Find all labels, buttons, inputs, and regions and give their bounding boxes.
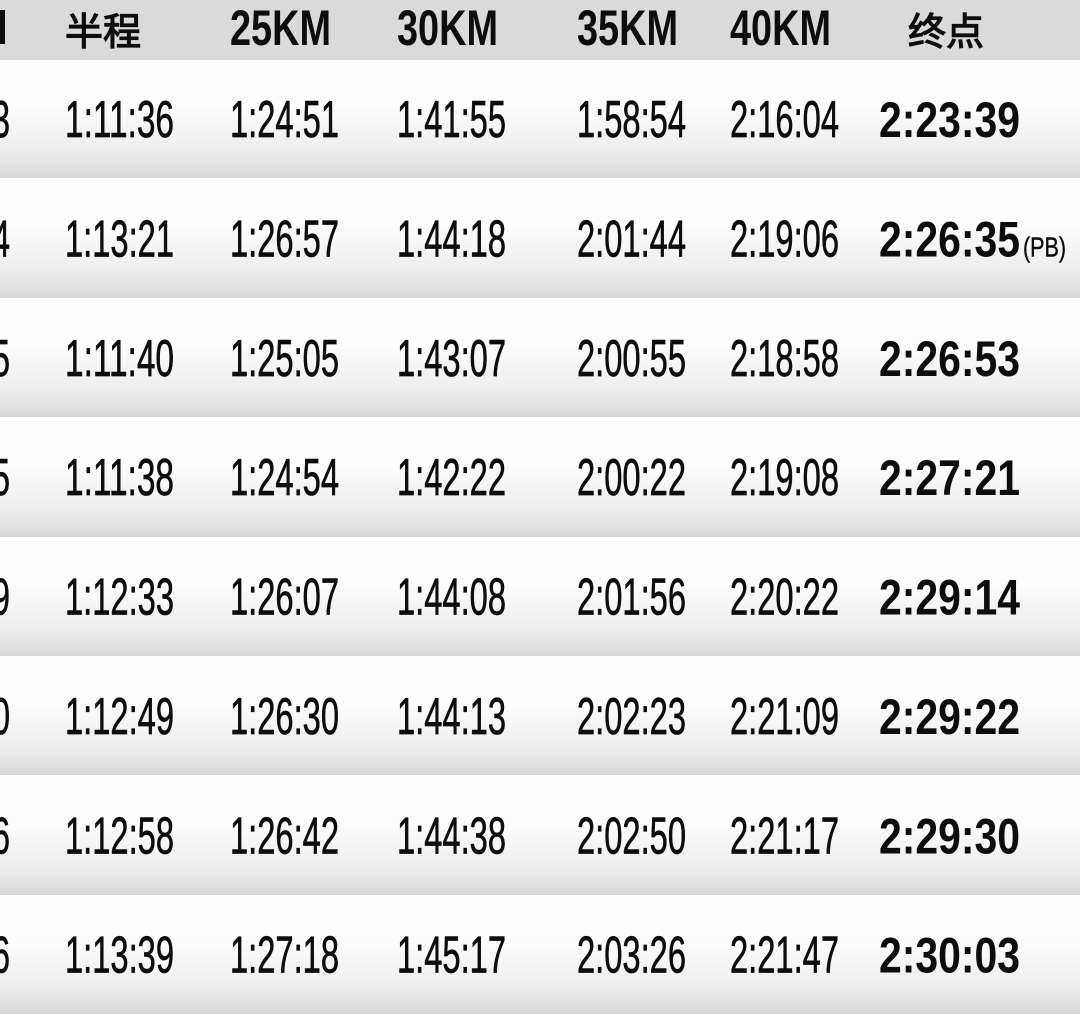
svg-text:终点: 终点	[908, 12, 984, 54]
svg-text:1:11:40: 1:11:40	[65, 330, 174, 388]
svg-text:2:27:21: 2:27:21	[879, 450, 1020, 506]
svg-text:1:11:36: 1:11:36	[65, 91, 174, 149]
svg-text:3: 3	[0, 91, 10, 149]
svg-text:2:18:58: 2:18:58	[730, 330, 839, 388]
svg-text:2:02:23: 2:02:23	[577, 688, 686, 746]
svg-text:1:44:18: 1:44:18	[397, 210, 506, 268]
svg-text:1:44:13: 1:44:13	[397, 688, 506, 746]
svg-text:2:19:08: 2:19:08	[730, 449, 839, 507]
svg-text:2:03:26: 2:03:26	[577, 927, 686, 985]
svg-text:4: 4	[0, 210, 10, 268]
svg-text:1:12:58: 1:12:58	[65, 807, 174, 865]
svg-text:2:00:22: 2:00:22	[577, 449, 686, 507]
svg-text:40KM: 40KM	[730, 0, 831, 56]
svg-text:2:29:14: 2:29:14	[879, 570, 1020, 626]
svg-text:2:26:53: 2:26:53	[879, 331, 1020, 387]
svg-text:2:20:22: 2:20:22	[730, 569, 839, 627]
svg-text:30KM: 30KM	[397, 0, 498, 56]
svg-text:25KM: 25KM	[230, 0, 331, 56]
svg-text:1:43:07: 1:43:07	[397, 330, 506, 388]
svg-text:1:44:38: 1:44:38	[397, 807, 506, 865]
svg-text:1:13:39: 1:13:39	[65, 927, 174, 985]
svg-text:2:00:55: 2:00:55	[577, 330, 686, 388]
svg-text:1:25:05: 1:25:05	[230, 330, 339, 388]
svg-text:1:45:17: 1:45:17	[397, 927, 506, 985]
svg-text:2:29:22: 2:29:22	[879, 689, 1020, 745]
svg-text:2:23:39: 2:23:39	[879, 92, 1020, 148]
svg-text:1:58:54: 1:58:54	[577, 91, 686, 149]
svg-text:1:27:18: 1:27:18	[230, 927, 339, 985]
svg-text:2:16:04: 2:16:04	[730, 91, 839, 149]
svg-text:2:29:30: 2:29:30	[879, 808, 1020, 864]
svg-text:2:21:09: 2:21:09	[730, 688, 839, 746]
svg-text:2:21:47: 2:21:47	[730, 927, 839, 985]
svg-text:2:02:50: 2:02:50	[577, 807, 686, 865]
svg-text:2:21:17: 2:21:17	[730, 807, 839, 865]
svg-text:2:19:06: 2:19:06	[730, 210, 839, 268]
svg-text:1:11:38: 1:11:38	[65, 449, 174, 507]
svg-text:5: 5	[0, 449, 10, 507]
svg-text:6: 6	[0, 807, 10, 865]
svg-text:1:12:33: 1:12:33	[65, 569, 174, 627]
svg-text:1:24:51: 1:24:51	[230, 91, 339, 149]
svg-text:1:26:42: 1:26:42	[230, 807, 339, 865]
svg-text:9: 9	[0, 569, 10, 627]
svg-text:(PB): (PB)	[1023, 231, 1066, 262]
svg-text:5: 5	[0, 330, 10, 388]
svg-text:35KM: 35KM	[577, 0, 678, 56]
svg-text:1:44:08: 1:44:08	[397, 569, 506, 627]
svg-text:1:13:21: 1:13:21	[65, 210, 174, 268]
svg-text:2:30:03: 2:30:03	[879, 928, 1020, 984]
svg-text:半程: 半程	[65, 12, 141, 54]
svg-text:1:41:55: 1:41:55	[397, 91, 506, 149]
svg-text:2:01:44: 2:01:44	[577, 210, 686, 268]
svg-text:1:26:30: 1:26:30	[230, 688, 339, 746]
svg-text:1:42:22: 1:42:22	[397, 449, 506, 507]
svg-text:1:12:49: 1:12:49	[65, 688, 174, 746]
svg-text:1:24:54: 1:24:54	[230, 449, 339, 507]
svg-text:2:01:56: 2:01:56	[577, 569, 686, 627]
svg-text:2:26:35: 2:26:35	[879, 211, 1020, 267]
svg-text:1:26:07: 1:26:07	[230, 569, 339, 627]
svg-text:1:26:57: 1:26:57	[230, 210, 339, 268]
svg-text:6: 6	[0, 927, 10, 985]
svg-text:0: 0	[0, 688, 10, 746]
